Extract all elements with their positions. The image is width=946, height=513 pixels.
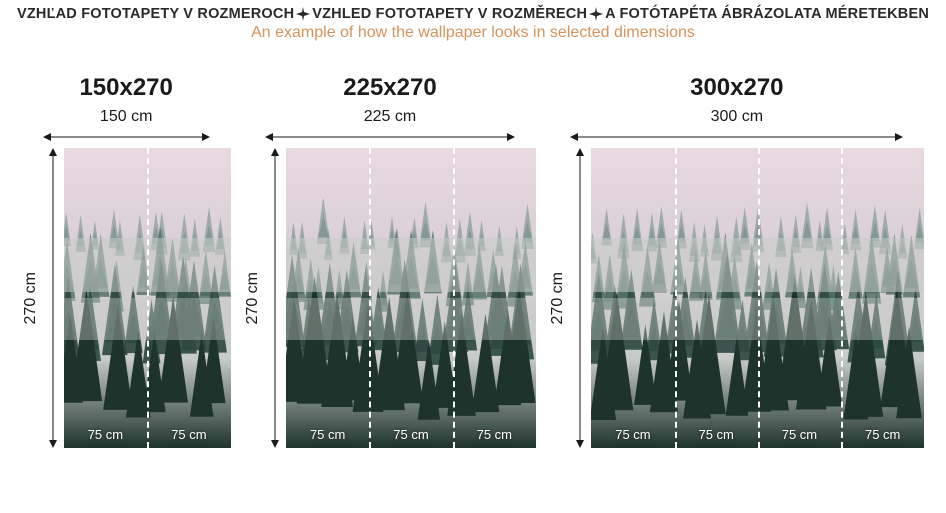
panel-width-label: 300 cm bbox=[711, 108, 763, 126]
header-subtitle: An example of how the wallpaper looks in… bbox=[10, 24, 936, 42]
height-arrow-icon bbox=[46, 148, 60, 448]
width-arrow-icon bbox=[265, 130, 515, 144]
strip-width-label: 75 cm bbox=[64, 427, 148, 442]
sparkle-icon bbox=[296, 7, 310, 21]
width-arrow-icon bbox=[570, 130, 903, 144]
strip-width-label: 75 cm bbox=[591, 427, 674, 442]
panel-height-label: 270 cm bbox=[22, 272, 40, 324]
strip-width-label: 75 cm bbox=[675, 427, 758, 442]
header-hu: A FOTÓTAPÉTA ÁBRÁZOLATA MÉRETEKBEN bbox=[605, 6, 929, 22]
sparkle-icon bbox=[589, 7, 603, 21]
panel-title: 300x270 bbox=[690, 74, 783, 102]
width-arrow-icon bbox=[43, 130, 210, 144]
panel-width-label: 225 cm bbox=[364, 108, 416, 126]
wallpaper-preview: 75 cm75 cm75 cm75 cm bbox=[591, 148, 924, 448]
wallpaper-preview: 75 cm75 cm bbox=[64, 148, 231, 448]
height-arrow-icon bbox=[268, 148, 282, 448]
strip-width-label: 75 cm bbox=[147, 427, 231, 442]
height-arrow-icon bbox=[573, 148, 587, 448]
header-sk: VZHĽAD FOTOTAPETY V ROZMEROCH bbox=[17, 6, 294, 22]
strip-width-label: 75 cm bbox=[453, 427, 536, 442]
panel-height-label: 270 cm bbox=[549, 272, 567, 324]
header-multilang: VZHĽAD FOTOTAPETY V ROZMEROCH VZHLED FOT… bbox=[10, 6, 936, 22]
size-panel: 150x270 150 cm 270 cm bbox=[22, 74, 231, 448]
strip-width-label: 75 cm bbox=[758, 427, 841, 442]
panel-width-label: 150 cm bbox=[100, 108, 152, 126]
header-cz: VZHLED FOTOTAPETY V ROZMĚRECH bbox=[312, 6, 587, 22]
strip-width-label: 75 cm bbox=[286, 427, 369, 442]
panel-title: 150x270 bbox=[79, 74, 172, 102]
size-panel: 225x270 225 cm 270 cm bbox=[244, 74, 536, 448]
panel-title: 225x270 bbox=[343, 74, 436, 102]
wallpaper-preview: 75 cm75 cm75 cm bbox=[286, 148, 536, 448]
strip-width-label: 75 cm bbox=[841, 427, 924, 442]
panel-height-label: 270 cm bbox=[244, 272, 262, 324]
strip-width-label: 75 cm bbox=[369, 427, 452, 442]
size-panel: 300x270 300 cm 270 cm bbox=[549, 74, 924, 448]
